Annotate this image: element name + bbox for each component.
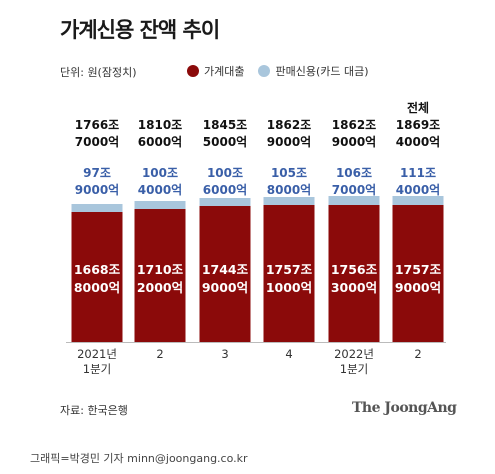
x-tick-label-2: 3 — [221, 347, 228, 361]
label-household-loans-0: 1668조 8000억 — [74, 262, 121, 295]
label-sales-credit-0: 97조 9000억 — [75, 166, 119, 197]
unit-label: 단위: 원(잠정치) — [60, 66, 137, 79]
bar-household-loans-5 — [392, 205, 444, 342]
bar-sales-credit-1 — [134, 201, 186, 209]
label-total-5: 전체 1869조 4000억 — [396, 100, 440, 149]
bar-household-loans-3 — [263, 205, 315, 342]
brand-logo: The JoongAng — [352, 400, 457, 416]
bar-household-loans-2 — [199, 206, 251, 342]
label-sales-credit-1: 100조 4000억 — [138, 166, 182, 197]
label-sales-credit-5: 111조 4000억 — [396, 166, 440, 197]
label-household-loans-1: 1710조 2000억 — [137, 262, 184, 295]
bar-household-loans-4 — [328, 205, 380, 342]
stacked-bar-chart: 1668조 8000억 97조 9000억 1766조 7000억 2021년 1분기 1710… — [66, 100, 446, 376]
label-total-0: 1766조 7000억 — [75, 118, 119, 149]
x-tick-label-1: 2 — [156, 347, 163, 361]
bar-sales-credit-4 — [328, 196, 380, 205]
label-total-2: 1845조 5000억 — [203, 118, 247, 149]
label-total-1: 1810조 6000억 — [138, 118, 182, 149]
label-household-loans-4: 1756조 3000억 — [331, 262, 378, 295]
label-sales-credit-4: 106조 7000억 — [332, 166, 376, 197]
legend-item-sales-credit: 판매신용(카드 대금) — [258, 63, 369, 79]
source-note: 자료: 한국은행 — [60, 404, 128, 417]
bar-sales-credit-2 — [199, 198, 251, 206]
label-household-loans-2: 1744조 9000억 — [202, 262, 249, 295]
legend-swatch-sales-credit — [258, 65, 271, 77]
legend-item-household-loans: 가계대출 — [187, 63, 244, 79]
x-tick-label-3: 4 — [285, 347, 292, 361]
label-sales-credit-3: 105조 8000억 — [267, 166, 311, 197]
label-household-loans-3: 1757조 1000억 — [266, 262, 313, 295]
label-sales-credit-2: 100조 6000억 — [203, 166, 247, 197]
x-tick-label-5: 2 — [414, 347, 421, 361]
x-tick-label-4: 2022년 1분기 — [334, 347, 374, 376]
label-total-3: 1862조 9000억 — [267, 118, 311, 149]
legend-swatch-household-loans — [187, 65, 199, 77]
bar-sales-credit-0 — [71, 204, 123, 212]
x-tick-label-0: 2021년 1분기 — [77, 347, 117, 376]
bar-household-loans-1 — [134, 209, 186, 342]
bar-sales-credit-5 — [392, 196, 444, 205]
label-household-loans-5: 1757조 9000억 — [395, 262, 442, 295]
legend: 가계대출 판매신용(카드 대금) — [187, 63, 383, 79]
legend-label-household-loans: 가계대출 — [204, 65, 245, 78]
bar-sales-credit-3 — [263, 197, 315, 205]
chart-title: 가계신용 잔액 추이 — [60, 18, 220, 42]
bar-household-loans-0 — [71, 212, 123, 342]
legend-label-sales-credit: 판매신용(카드 대금) — [275, 65, 369, 78]
label-total-4: 1862조 9000억 — [332, 118, 376, 149]
graphic-credit: 그래픽=박경민 기자 minn@joongang.co.kr — [30, 452, 248, 465]
